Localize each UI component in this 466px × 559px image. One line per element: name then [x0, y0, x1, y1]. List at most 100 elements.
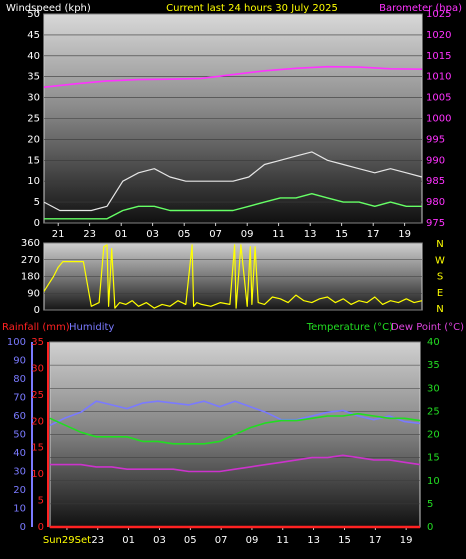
humidity-tick-6: 60: [13, 411, 26, 422]
barometer-tick-9: 1020: [426, 30, 451, 41]
temperature-time-tick-8: 13: [307, 535, 320, 546]
wind-time-tick-8: 13: [304, 229, 317, 240]
rainfall-tick-5: 25: [31, 390, 44, 401]
humidity-tick-1: 10: [13, 504, 26, 515]
direction-tick-3: 270: [21, 255, 40, 266]
temperature-tick-4: 20: [427, 430, 440, 441]
temperature-tick-8: 40: [427, 337, 440, 348]
temperature-tick-6: 30: [427, 383, 440, 394]
direction-ticks: 0 90 180 270 360: [21, 238, 40, 316]
barometer-axis-title: Barometer (hpa): [379, 3, 462, 14]
chart-title: Current last 24 hours 30 July 2025: [166, 3, 338, 14]
humidity-tick-3: 30: [13, 467, 26, 478]
temperature-time-tick-0: Sun29Set: [43, 535, 91, 546]
rainfall-tick-0: 0: [38, 522, 44, 533]
barometer-tick-2: 985: [426, 176, 445, 187]
direction-series: [43, 244, 423, 309]
compass-label-0: N: [436, 239, 443, 250]
barometer-ticks: 975 980 985 990 995 1000 1005 1010 1015 1020 1025: [426, 9, 451, 229]
temperature-series: [49, 400, 421, 529]
windspeed-tick-1: 5: [34, 197, 40, 208]
barometer-tick-6: 1005: [426, 93, 451, 104]
rainfall-ticks: 0 5 10 15 20 25 30 35: [31, 337, 44, 533]
wind-time-tick-4: 05: [178, 229, 191, 240]
barometer-tick-0: 975: [426, 218, 445, 229]
rainfall-tick-1: 5: [38, 496, 44, 507]
humidity-axis-title: Humidity: [69, 322, 114, 333]
temperature-time-tick-4: 05: [184, 535, 197, 546]
series-humidity: [49, 400, 421, 427]
temperature-tick-0: 0: [427, 522, 433, 533]
temperature-tick-5: 25: [427, 406, 440, 417]
windspeed-tick-3: 15: [27, 155, 40, 166]
series-temperature: [49, 412, 421, 445]
temperature-time-tick-9: 15: [338, 535, 351, 546]
humidity-tick-8: 80: [13, 374, 26, 385]
compass-label-1: W: [435, 255, 445, 266]
wind-time-tick-9: 15: [335, 229, 348, 240]
wind-series: [43, 65, 423, 220]
wind-time-tick-0: 21: [52, 229, 65, 240]
humidity-tick-7: 70: [13, 393, 26, 404]
wind-time-tick-11: 19: [398, 229, 411, 240]
barometer-tick-7: 1010: [426, 72, 451, 83]
humidity-tick-4: 40: [13, 448, 26, 459]
dewpoint-axis-title: Dew Point (°C): [391, 322, 464, 333]
series-avg: [44, 192, 422, 220]
direction-tick-1: 90: [27, 288, 40, 299]
series-barometer: [43, 65, 423, 88]
temperature-tick-7: 35: [427, 360, 440, 371]
windspeed-tick-0: 0: [34, 218, 40, 229]
direction-tick-4: 360: [21, 238, 40, 249]
temperature-time-tick-2: 01: [122, 535, 135, 546]
humidity-tick-10: 100: [7, 337, 26, 348]
windspeed-tick-8: 40: [27, 51, 40, 62]
rainfall-tick-4: 20: [31, 416, 44, 427]
series-wind-direction: [43, 244, 423, 309]
temperature-tick-1: 5: [427, 499, 433, 510]
wind-time-tick-6: 09: [241, 229, 254, 240]
temperature-time-ticks: Sun29Set 23 01 03 05 07 09 11 13 15 17 19: [43, 527, 412, 546]
barometer-tick-8: 1015: [426, 51, 451, 62]
temperature-ticks: 0 5 10 15 20 25 30 35 40: [427, 337, 440, 533]
wind-time-tick-3: 03: [146, 229, 159, 240]
windspeed-tick-7: 35: [27, 72, 40, 83]
wind-time-tick-5: 07: [209, 229, 222, 240]
wind-time-ticks: 21 23 01 03 05 07 09 11 13 15 17 19: [52, 223, 411, 240]
temperature-time-tick-6: 09: [246, 535, 259, 546]
wind-time-tick-10: 17: [367, 229, 380, 240]
barometer-tick-1: 980: [426, 197, 445, 208]
temperature-tick-2: 10: [427, 476, 440, 487]
rainfall-tick-2: 10: [31, 469, 44, 480]
temperature-time-tick-7: 11: [276, 535, 289, 546]
temperature-time-tick-10: 17: [369, 535, 382, 546]
humidity-tick-2: 20: [13, 485, 26, 496]
temperature-tick-3: 15: [427, 453, 440, 464]
compass-label-2: S: [437, 272, 443, 283]
direction-tick-2: 180: [21, 272, 40, 283]
temperature-time-tick-3: 03: [153, 535, 166, 546]
series-dew_point: [50, 454, 421, 473]
windspeed-axis-title: Windspeed (kph): [6, 3, 91, 14]
series-gust: [43, 151, 423, 212]
barometer-tick-4: 995: [426, 134, 445, 145]
compass-label-3: E: [437, 288, 443, 299]
rainfall-tick-7: 35: [31, 337, 44, 348]
humidity-ticks: 0 10 20 30 40 50 60 70 80 90 100: [7, 337, 26, 533]
windspeed-tick-5: 25: [27, 114, 40, 125]
rainfall-tick-3: 15: [31, 443, 44, 454]
rainfall-axis-title: Rainfall (mm): [2, 322, 70, 333]
windspeed-tick-4: 20: [27, 134, 40, 145]
humidity-tick-0: 0: [20, 522, 26, 533]
temperature-time-tick-1: 23: [91, 535, 104, 546]
barometer-tick-5: 1000: [426, 114, 451, 125]
humidity-tick-5: 50: [13, 430, 26, 441]
humidity-tick-9: 90: [13, 356, 26, 367]
barometer-tick-3: 990: [426, 155, 445, 166]
